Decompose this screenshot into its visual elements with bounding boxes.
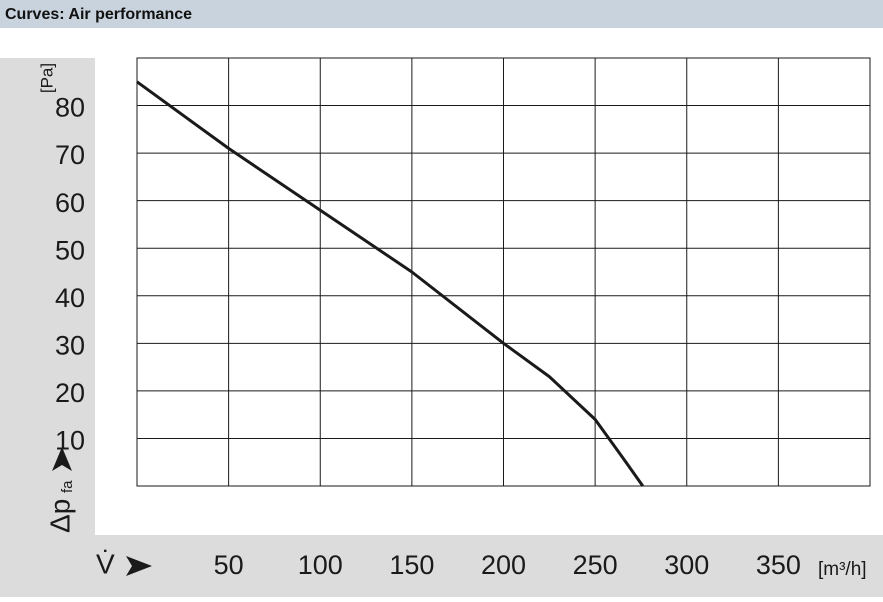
y-label: Δp (44, 499, 75, 533)
y-unit: [Pa] (37, 63, 56, 93)
header-bar (0, 0, 883, 28)
chart-title: Curves: Air performance (5, 6, 192, 23)
y-tick-label: 50 (55, 235, 85, 265)
x-tick-label: 300 (664, 550, 709, 580)
x-tick-label: 150 (389, 550, 434, 580)
y-tick-label: 20 (55, 378, 85, 408)
curve (136, 80, 645, 487)
x-label: V̇ (96, 548, 115, 579)
x-tick-label: 350 (756, 550, 801, 580)
y-tick-label: 10 (55, 426, 85, 456)
y-tick-label: 70 (55, 140, 85, 170)
x-tick-label: 200 (481, 550, 526, 580)
y-arrow (52, 447, 72, 471)
plot: 10 20 30 40 50 60 70 80 50 100 150 200 250 300 350 (55, 57, 871, 580)
y-tick-label: 60 (55, 188, 85, 218)
y-tick-label: 30 (55, 330, 85, 360)
x-unit: [m³/h] (818, 559, 867, 580)
y-panel (0, 58, 95, 597)
y-label-group: Δp fa (44, 447, 76, 533)
y-tick-label: 40 (55, 283, 85, 313)
x-arrow (126, 556, 152, 576)
x-tick-label: 50 (214, 550, 244, 580)
x-tick-label: 100 (298, 550, 343, 580)
x-tick-label: 250 (573, 550, 618, 580)
y-label-sub: fa (59, 480, 76, 493)
y-tick-label: 80 (55, 93, 85, 123)
